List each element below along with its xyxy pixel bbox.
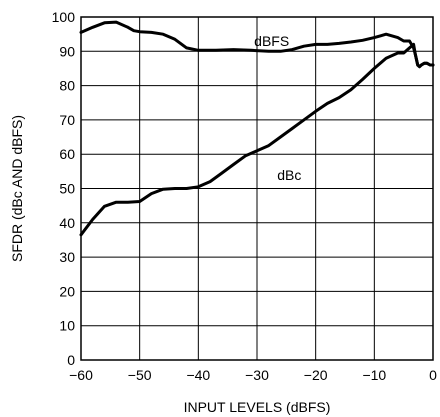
y-axis-label: SFDR (dBc AND dBFS) [9, 115, 25, 262]
series-layer: dBFS dBc [79, 20, 435, 237]
series-label-dbfs: dBFS [254, 33, 289, 49]
y-tick-labels: 0 10 20 30 40 50 60 70 80 90 100 [52, 9, 76, 368]
grid-lines [80, 16, 434, 361]
x-tick-label: 0 [429, 367, 437, 383]
y-tick-label: 40 [59, 215, 75, 231]
y-tick-label: 20 [59, 283, 75, 299]
x-axis-label: INPUT LEVELS (dBFS) [184, 399, 331, 415]
x-tick-label: −60 [69, 367, 93, 383]
series-line-dbc [79, 42, 435, 237]
x-tick-label: −30 [245, 367, 269, 383]
y-tick-label: 80 [59, 78, 75, 94]
y-tick-label: 50 [59, 181, 75, 197]
y-tick-label: 100 [52, 9, 76, 25]
x-tick-label: −20 [304, 367, 328, 383]
y-tick-label: 30 [59, 249, 75, 265]
x-tick-label: −10 [362, 367, 386, 383]
x-tick-label: −40 [186, 367, 210, 383]
x-tick-label: −50 [128, 367, 152, 383]
series-label-dbc: dBc [277, 167, 301, 183]
y-tick-label: 90 [59, 43, 75, 59]
plot-frame [80, 16, 434, 361]
y-tick-label: 70 [59, 112, 75, 128]
x-tick-labels: −60 −50 −40 −30 −20 −10 0 [69, 367, 437, 383]
y-tick-label: 10 [59, 318, 75, 334]
y-tick-label: 60 [59, 146, 75, 162]
y-tick-label: 0 [67, 352, 75, 368]
